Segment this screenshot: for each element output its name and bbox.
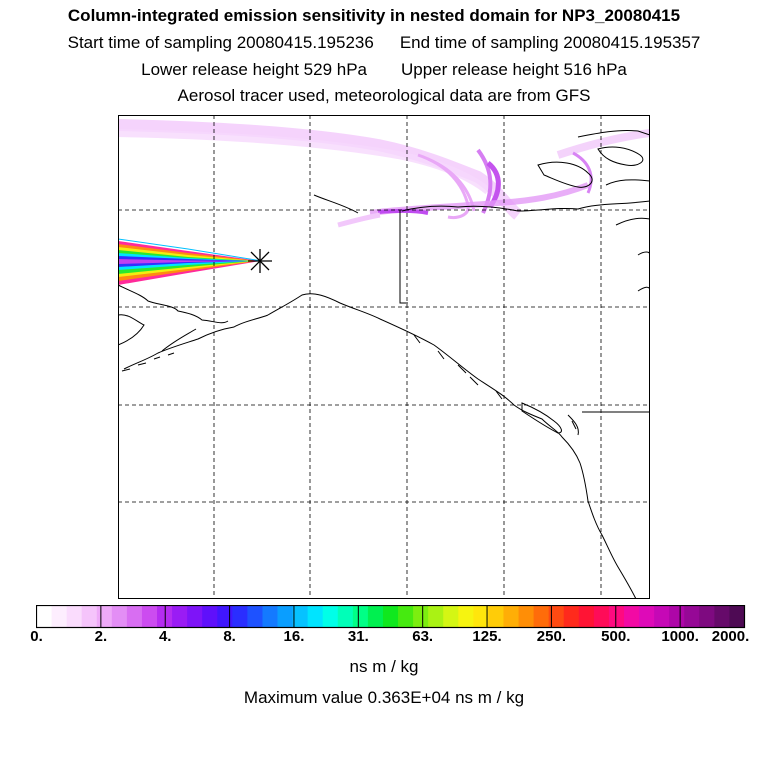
colorbar-cell — [187, 605, 203, 628]
colorbar-tick-label: 31. — [347, 628, 369, 645]
colorbar-cell — [292, 605, 309, 628]
colorbar-units: ns m / kg — [349, 657, 419, 676]
graticule — [118, 115, 650, 599]
colorbar-cell — [81, 605, 98, 628]
colorbar-cell — [654, 605, 670, 628]
colorbar-cell — [488, 605, 504, 628]
colorbar-cell — [382, 605, 399, 628]
colorbar-tick-label: 2. — [94, 628, 108, 645]
colorbar-cell — [443, 605, 459, 628]
colorbar-tick-label: 500. — [601, 628, 631, 645]
colorbar-cell — [548, 605, 565, 628]
colorbar-cell — [66, 605, 83, 628]
colorbar-cell — [593, 605, 610, 628]
colorbar-cell — [413, 605, 429, 628]
colorbar-cell — [36, 605, 52, 628]
map-frame — [118, 115, 650, 599]
colorbar-cell — [307, 605, 324, 628]
sampling-times: Start time of sampling 20080415.195236 En… — [0, 33, 768, 53]
colorbar-cell — [141, 605, 158, 628]
colorbar-cell — [217, 605, 233, 628]
colorbar-cell — [96, 605, 113, 628]
colorbar-cell — [247, 605, 263, 628]
upper-release-height: Upper release height 516 hPa — [401, 60, 627, 79]
colorbar-cell — [428, 605, 444, 628]
coastlines — [118, 130, 650, 599]
chart-title: Column-integrated emission sensitivity i… — [67, 6, 681, 25]
tracer-note: Aerosol tracer used, meteorological data… — [177, 86, 591, 105]
colorbar-cell — [608, 605, 625, 628]
colorbar-tick-label: 250. — [536, 628, 567, 645]
colorbar-cell — [262, 605, 278, 628]
colorbar-cell — [367, 605, 384, 628]
colorbar-cell — [473, 605, 489, 628]
colorbar-tick-label: 4. — [158, 628, 172, 645]
sensitivity-field-plume — [118, 238, 263, 285]
colorbar-cell — [126, 605, 143, 628]
maximum-value: Maximum value 0.363E+04 ns m / kg — [243, 688, 525, 707]
colorbar-cell — [533, 605, 550, 628]
colorbar-cell — [458, 605, 474, 628]
colorbar-tick-labels: 0. 2. 4. 8. 16. 31. 63. 125. 250. 500. 1000. 2000. — [0, 628, 768, 650]
colorbar-cell — [684, 605, 700, 628]
colorbar-tick-label: 8. — [223, 628, 236, 645]
colorbar-tick-label: 125. — [472, 628, 502, 645]
colorbar-cell — [232, 605, 248, 628]
colorbar-cell — [563, 605, 580, 628]
colorbar-cell — [398, 605, 414, 628]
release-heights: Lower release height 529 hPa Upper releas… — [0, 60, 768, 80]
colorbar-cell — [518, 605, 535, 628]
end-sampling-time: End time of sampling 20080415.195357 — [399, 33, 701, 52]
colorbar-cell — [623, 605, 640, 628]
colorbar-cell — [51, 605, 68, 628]
colorbar-tick-label: 63. — [412, 628, 434, 645]
map-panel — [118, 115, 650, 599]
colorbar-cell — [172, 605, 188, 628]
start-sampling-time: Start time of sampling 20080415.195236 — [67, 33, 374, 52]
colorbar-cell — [729, 605, 745, 628]
colorbar-cell — [714, 605, 730, 628]
colorbar-cell — [202, 605, 218, 628]
colorbar — [36, 605, 746, 629]
colorbar-cell — [639, 605, 655, 628]
colorbar-tick-label: 1000. — [661, 628, 699, 645]
colorbar-cell — [352, 605, 369, 628]
lower-release-height: Lower release height 529 hPa — [141, 60, 367, 79]
release-point-icon — [248, 249, 272, 273]
colorbar-cell — [578, 605, 595, 628]
colorbar-cell — [277, 605, 293, 628]
colorbar-tick-label: 0. — [30, 628, 43, 645]
colorbar-cell — [669, 605, 685, 628]
colorbar-tick-label: 16. — [283, 628, 305, 645]
colorbar-tick-label: 2000. — [711, 628, 750, 645]
colorbar-cell — [111, 605, 128, 628]
colorbar-cell — [322, 605, 339, 628]
colorbar-cell — [503, 605, 519, 628]
colorbar-cell — [337, 605, 354, 628]
colorbar-cell — [699, 605, 715, 628]
